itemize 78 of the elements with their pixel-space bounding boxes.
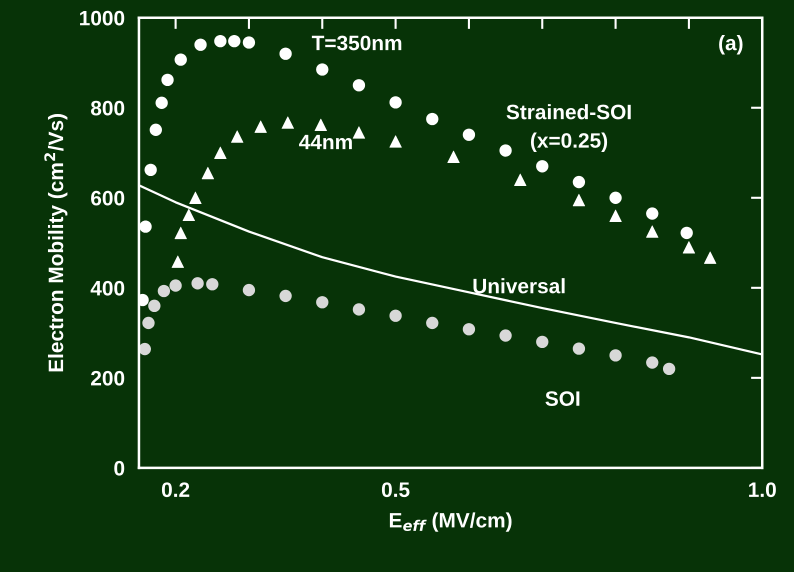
point — [254, 120, 267, 133]
point — [242, 36, 256, 49]
point — [662, 362, 676, 376]
point — [279, 48, 292, 60]
point — [646, 356, 658, 369]
point — [352, 126, 366, 139]
point — [174, 226, 187, 240]
point — [158, 284, 170, 298]
point — [572, 176, 586, 188]
point — [609, 210, 622, 222]
point — [156, 96, 168, 109]
point — [514, 174, 526, 186]
point — [214, 34, 227, 48]
x-tick-label: 0.2 — [162, 482, 190, 498]
point — [228, 34, 240, 48]
point — [682, 241, 696, 254]
y-tick-label: 200 — [91, 370, 124, 386]
point — [314, 118, 327, 132]
annotation: T=350nm — [312, 36, 402, 50]
point — [609, 192, 622, 204]
annotation: 44nm — [299, 134, 352, 150]
annotation: (a) — [719, 35, 743, 54]
point — [231, 130, 244, 143]
point — [426, 112, 438, 126]
point — [352, 303, 366, 316]
annotation: Universal — [474, 278, 565, 294]
point — [169, 279, 182, 292]
point — [389, 96, 402, 109]
point — [704, 252, 716, 264]
point — [447, 150, 460, 163]
y-tick-label: 400 — [90, 280, 124, 296]
point — [142, 316, 155, 330]
point — [189, 192, 202, 204]
point — [139, 220, 152, 233]
point — [282, 116, 294, 129]
point — [242, 284, 256, 296]
point — [572, 194, 586, 206]
annotation: Strained-SOI (x=0.25) — [506, 104, 631, 152]
point — [462, 128, 476, 141]
x-tick-label: 1.0 — [749, 482, 776, 498]
point — [389, 135, 402, 148]
point — [194, 38, 207, 51]
annotation: SOI — [545, 391, 580, 406]
point — [536, 336, 548, 348]
point — [680, 226, 693, 240]
point — [316, 296, 328, 308]
x-tick-label: 0.5 — [382, 482, 410, 498]
y-tick-label: 600 — [91, 190, 124, 206]
point — [646, 207, 658, 220]
point — [138, 342, 151, 356]
point — [646, 225, 658, 238]
point — [426, 316, 438, 330]
point — [144, 164, 157, 176]
y-axis-title: Electron Mobility (cm$^{2}$/Vs) — [44, 114, 68, 372]
point — [161, 74, 174, 86]
point — [279, 290, 292, 302]
x-axis-title: E$_{eff}$ (MV/cm) — [390, 512, 512, 532]
point — [536, 160, 548, 172]
point — [191, 277, 204, 290]
point — [174, 53, 187, 66]
y-tick-label: 800 — [90, 100, 124, 116]
point — [572, 342, 586, 355]
point — [202, 166, 214, 180]
point — [150, 124, 162, 136]
y-tick-label: 0 — [114, 460, 124, 476]
point — [148, 300, 161, 312]
point — [214, 146, 227, 159]
point — [389, 310, 402, 322]
y-tick-label: 1000 — [80, 10, 124, 26]
point — [172, 256, 184, 268]
point — [182, 208, 195, 222]
point — [352, 79, 366, 92]
point — [609, 349, 622, 362]
point — [499, 329, 512, 342]
point — [316, 63, 328, 76]
point — [206, 278, 218, 290]
point — [499, 144, 512, 157]
point — [462, 323, 476, 336]
